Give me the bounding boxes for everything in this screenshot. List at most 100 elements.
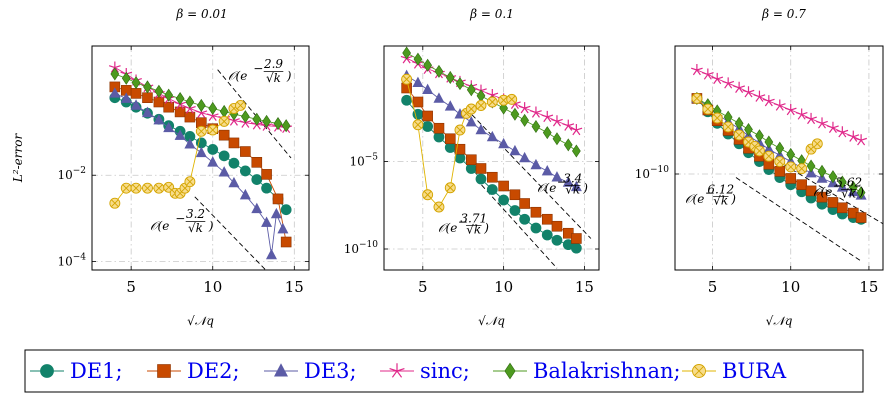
x-tick-label: 5 (708, 278, 718, 296)
data-point (847, 130, 860, 142)
series-bura (401, 73, 518, 213)
data-point (711, 72, 724, 85)
legend-item-bura: BURA (682, 359, 787, 383)
series-bura (109, 99, 246, 209)
data-point (816, 117, 828, 129)
svg-text:√k: √k (188, 221, 203, 235)
svg-text:): ) (286, 69, 292, 83)
data-point (486, 130, 498, 142)
data-point (530, 106, 542, 118)
series-de3 (109, 87, 289, 260)
svg-text:−: − (705, 186, 715, 200)
svg-text:5.62: 5.62 (835, 176, 862, 190)
svg-text:𝒪(e: 𝒪(e (813, 185, 832, 199)
data-point (509, 189, 521, 201)
data-point (848, 180, 858, 194)
data-point (542, 126, 552, 140)
data-point (153, 96, 165, 108)
data-point (531, 119, 541, 134)
rate-annotation: 𝒪(e −3.4√k) (537, 172, 588, 197)
data-point (805, 185, 817, 197)
data-point (837, 175, 847, 189)
data-point (261, 182, 272, 194)
data-point (454, 124, 466, 136)
data-point (423, 58, 433, 72)
panel-title: β = 0.1 (469, 7, 514, 21)
data-point (827, 197, 839, 208)
plot-frame (383, 45, 600, 271)
y-tick-label: 10−10 (635, 165, 670, 181)
data-point (570, 123, 583, 136)
data-point (433, 201, 445, 213)
data-point (401, 94, 413, 106)
svg-text:𝒪(e: 𝒪(e (537, 181, 556, 195)
rate-guide-line (466, 108, 592, 239)
legend-label: sinc; (420, 359, 470, 383)
data-point (541, 229, 553, 241)
svg-text:−: − (458, 215, 468, 229)
data-point (734, 116, 744, 130)
data-point (855, 212, 867, 223)
data-point (433, 122, 445, 134)
series-bura (691, 92, 823, 175)
legend-label: DE1; (70, 359, 123, 383)
data-point (487, 171, 498, 183)
svg-text:): ) (858, 185, 864, 199)
data-point (241, 110, 250, 124)
data-point (262, 114, 271, 128)
data-point (109, 87, 121, 98)
svg-text:2.9: 2.9 (263, 57, 283, 71)
data-point (281, 119, 291, 133)
x-axis-label: √𝒩q (766, 314, 793, 328)
svg-text:−: − (557, 175, 567, 189)
data-point (175, 92, 185, 106)
x-tick-label: 10 (781, 278, 800, 296)
data-point (498, 194, 510, 206)
data-point (130, 99, 142, 110)
data-point (218, 150, 230, 162)
svg-text:): ) (730, 192, 736, 206)
data-point (228, 176, 240, 188)
data-point (784, 103, 797, 116)
data-point (239, 188, 251, 200)
data-point (475, 173, 487, 185)
data-point (444, 133, 456, 145)
data-point (509, 144, 521, 156)
data-point (273, 116, 283, 131)
data-point (228, 157, 240, 169)
legend-label: DE2; (187, 359, 240, 383)
rate-annotation: 𝒪(e −3.71√k) (438, 212, 489, 237)
data-point (806, 159, 816, 173)
data-point (795, 108, 808, 120)
data-point (702, 103, 714, 115)
plot-frame (91, 45, 310, 271)
data-point (153, 113, 165, 125)
data-point (773, 99, 786, 111)
data-point (562, 119, 575, 131)
data-point (265, 248, 277, 260)
data-point (733, 129, 745, 141)
data-point (445, 70, 455, 85)
data-point (110, 67, 120, 81)
data-point (827, 121, 839, 133)
svg-text:−: − (833, 179, 843, 193)
data-point (475, 100, 487, 111)
data-point (154, 84, 164, 98)
data-point (498, 180, 509, 192)
data-point (422, 83, 434, 95)
data-point (785, 173, 797, 184)
series-sinc (691, 63, 867, 146)
rate-annotation: 𝒪(e− 3.2√k) (150, 207, 214, 235)
data-point (121, 71, 131, 85)
data-point (131, 76, 141, 90)
data-point (572, 144, 581, 158)
legend-label: BURA (722, 359, 787, 383)
svg-text:𝒪(e: 𝒪(e (150, 219, 169, 233)
data-point (856, 186, 866, 200)
data-point (762, 95, 775, 107)
data-point (218, 129, 230, 141)
data-point (252, 112, 262, 126)
data-point (184, 138, 196, 149)
data-point (207, 156, 219, 167)
